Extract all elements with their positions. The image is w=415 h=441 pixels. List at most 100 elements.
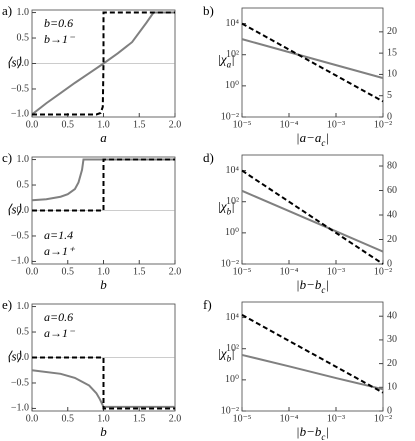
y-tick-label: 10²	[226, 196, 239, 207]
y-tick-label: 10⁰	[225, 227, 239, 238]
y-tick-label: 10²	[226, 343, 239, 354]
x-tick-label: 1.0	[97, 413, 110, 424]
plot-frame	[241, 154, 384, 265]
y-tick-label: 10⁻²	[221, 405, 239, 416]
y2-tick-label: 20	[387, 358, 397, 369]
x-axis-label-part: |a−a	[296, 130, 322, 145]
y2-tick-label: 0	[387, 405, 392, 416]
series-line	[32, 356, 175, 410]
y2-tick-label: 0	[387, 258, 392, 269]
x-axis-label: |b−bc|	[296, 277, 329, 295]
panel-label: c)	[2, 150, 12, 165]
y-tick-label: 10⁰	[225, 80, 239, 91]
y2-tick-label: 20	[387, 234, 397, 245]
x-tick-label: 0.5	[62, 266, 75, 277]
x-tick-label: 10⁻²	[374, 413, 392, 424]
y2-tick-label: 10	[387, 69, 397, 80]
x-tick-label: 1.5	[133, 119, 146, 130]
y-tick-label: 1.0	[17, 7, 30, 18]
y-axis-label-part: b	[227, 354, 232, 364]
x-axis-label-part: |b−b	[296, 424, 322, 439]
annotation: a→1⁺	[44, 244, 76, 258]
y-tick-label: 10²	[226, 49, 239, 60]
x-tick-label: 10⁻³	[327, 119, 345, 130]
x-tick-label: 10⁻⁴	[280, 119, 299, 130]
y-axis-label-part: a	[227, 60, 232, 70]
x-tick-label: 10⁻²	[374, 266, 392, 277]
series-line	[32, 11, 175, 116]
annotation: a→1⁻	[44, 326, 76, 340]
x-axis-label-part: b	[100, 277, 107, 292]
series-line	[241, 313, 384, 394]
x-axis-label: |a−ac|	[296, 130, 329, 148]
y-axis-label: ⟨s⟩	[6, 348, 21, 363]
y-axis-label-part: |χ	[217, 198, 227, 213]
y-axis-label: |χa|	[217, 51, 234, 69]
x-axis-label-part: a	[100, 130, 107, 145]
y2-tick-label: 40	[387, 209, 397, 220]
y-axis-label-part: ⟨s⟩	[6, 201, 21, 216]
y2-tick-label: 5	[387, 90, 392, 101]
annotation: a=1.4	[44, 228, 73, 242]
x-tick-label: 10⁻²	[374, 119, 392, 130]
x-tick-label: 10⁻⁴	[280, 413, 299, 424]
annotation: a=0.6	[44, 310, 73, 324]
y-axis-label: ⟨s⟩	[6, 201, 21, 216]
x-tick-label: 1.0	[97, 119, 110, 130]
x-tick-label: 2.0	[169, 119, 182, 130]
x-axis-label-part: b	[100, 424, 107, 439]
y-axis-label-part: b	[227, 207, 232, 217]
series-line	[241, 169, 384, 265]
x-axis-label: |b−bc|	[296, 424, 329, 441]
x-tick-label: 2.0	[169, 266, 182, 277]
panel-label: a)	[2, 3, 12, 18]
panel-label: d)	[203, 150, 214, 165]
y-tick-label: −1.0	[11, 109, 29, 120]
y-tick-label: 10⁴	[226, 18, 240, 29]
y2-tick-label: 30	[387, 334, 397, 345]
plot-frame	[241, 7, 384, 118]
x-tick-label: 10⁻³	[327, 266, 345, 277]
y-axis-label-part: ⟨s⟩	[6, 54, 21, 69]
y-tick-label: 0.5	[17, 326, 30, 337]
x-tick-label: 0.0	[26, 266, 39, 277]
y-tick-label: 0.5	[17, 179, 30, 190]
y-tick-label: 1.0	[17, 154, 30, 165]
x-tick-label: 0.5	[62, 119, 75, 130]
y-tick-label: 0.5	[17, 32, 30, 43]
y-axis-label-part: |χ	[217, 345, 227, 360]
y-axis-label-part: |	[231, 345, 235, 360]
x-tick-label: 2.0	[169, 413, 182, 424]
x-tick-label: 10⁻⁵	[233, 119, 252, 130]
y-axis-label-part: ⟨s⟩	[6, 348, 21, 363]
y2-tick-label: 80	[387, 160, 397, 171]
x-axis-label-part: c	[321, 138, 325, 148]
y-axis-label-part: |	[231, 51, 235, 66]
y2-tick-label: 10	[387, 382, 397, 393]
y-axis-label: |χb|	[217, 198, 234, 216]
series-line	[241, 353, 384, 391]
y-tick-label: −0.5	[11, 377, 29, 388]
y-tick-label: 10⁻²	[221, 258, 239, 269]
panel-label: f)	[203, 297, 212, 312]
x-axis-label-part: |	[325, 424, 329, 439]
x-axis-label: a	[100, 130, 107, 145]
y-tick-label: 0.0	[17, 352, 30, 363]
x-axis-label-part: c	[321, 285, 325, 295]
x-tick-label: 10⁻⁵	[233, 266, 252, 277]
annotation: b→1⁻	[44, 32, 76, 46]
series-line	[31, 158, 175, 202]
y-axis-label: ⟨s⟩	[6, 54, 21, 69]
x-axis-label: b	[100, 277, 107, 292]
x-tick-label: 10⁻⁴	[280, 266, 299, 277]
x-tick-label: 0.0	[26, 413, 39, 424]
y2-tick-label: 15	[387, 47, 397, 58]
y-tick-label: 1.0	[17, 301, 30, 312]
annotation: b=0.6	[44, 16, 73, 30]
y2-tick-label: 60	[387, 185, 397, 196]
y-tick-label: 10⁴	[226, 312, 240, 323]
x-axis-label-part: c	[321, 432, 325, 441]
y-tick-label: −0.5	[11, 83, 29, 94]
y-tick-label: −0.5	[11, 230, 29, 241]
